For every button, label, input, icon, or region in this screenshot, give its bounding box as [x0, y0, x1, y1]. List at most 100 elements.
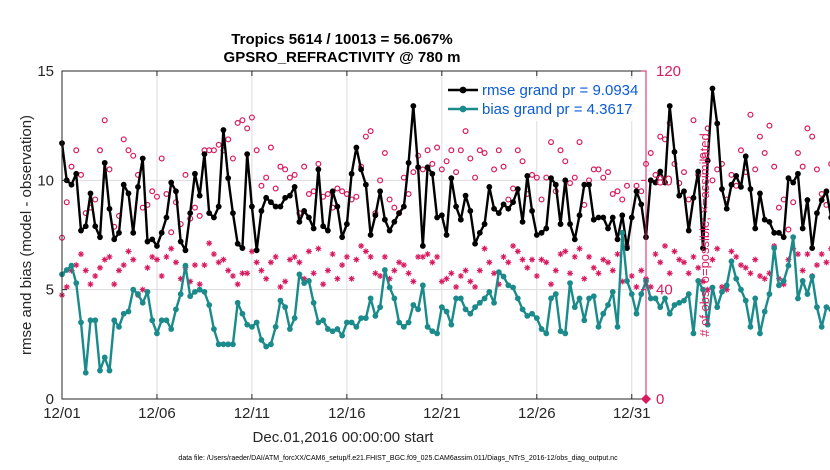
bias-point — [353, 323, 360, 330]
possible-obs-point — [790, 199, 797, 206]
assimilated-obs-point — [448, 270, 455, 277]
assimilated-obs-point — [756, 273, 763, 279]
possible-obs-point — [92, 196, 99, 203]
rmse-point — [723, 205, 730, 212]
bias-point — [576, 295, 583, 302]
bias-point — [187, 293, 194, 300]
assimilated-obs-point — [111, 281, 118, 288]
bias-point — [704, 321, 711, 328]
bias-point — [510, 284, 516, 291]
possible-obs-point — [766, 122, 773, 129]
possible-obs-point — [410, 169, 417, 176]
possible-obs-point — [562, 158, 569, 165]
assimilated-obs-point — [419, 253, 426, 260]
rmse-point — [400, 203, 407, 210]
rmse-point — [500, 201, 507, 208]
bias-point — [685, 291, 692, 297]
rmse-point — [135, 183, 141, 190]
assimilated-obs-point — [334, 275, 341, 282]
possible-obs-point — [756, 133, 763, 140]
assimilated-obs-point — [220, 256, 227, 263]
assimilated-obs-point — [614, 251, 621, 258]
rmse-point — [443, 232, 450, 238]
bias-point — [814, 304, 820, 311]
rmse-point — [529, 208, 535, 214]
bias-point — [177, 291, 184, 297]
assimilated-obs-point — [714, 245, 721, 252]
y-tick-label-right: 40 — [656, 282, 673, 299]
bias-point — [358, 315, 365, 321]
possible-obs-point — [680, 169, 687, 176]
possible-obs-point — [215, 141, 222, 148]
bias-point — [823, 304, 830, 311]
bias-point — [78, 319, 84, 326]
assimilated-obs-point — [699, 278, 706, 285]
rmse-point — [481, 221, 488, 227]
possible-obs-point — [96, 147, 103, 154]
bias-point — [590, 293, 597, 300]
assimilated-obs-point — [177, 275, 184, 282]
rmse-point — [429, 170, 436, 177]
bias-point — [529, 310, 535, 317]
y-tick-label-right: 0 — [656, 391, 664, 408]
bias-point — [120, 310, 127, 317]
bias-point — [548, 295, 554, 302]
possible-obs-point — [690, 117, 697, 124]
bias-point — [476, 299, 483, 306]
bias-point — [206, 302, 213, 308]
assimilated-obs-point — [386, 275, 393, 282]
assimilated-obs-point — [524, 264, 531, 271]
bias-point — [305, 278, 312, 284]
bias-point — [438, 304, 445, 311]
rmse-point — [738, 183, 744, 190]
rmse-point — [557, 221, 564, 227]
rmse-point — [476, 229, 483, 236]
assimilated-obs-point — [239, 270, 246, 277]
zero-obs-diamond-marker — [641, 394, 651, 404]
rmse-point — [595, 214, 602, 221]
rmse-point — [780, 234, 787, 241]
assimilated-obs-point — [329, 251, 336, 258]
possible-obs-point — [633, 182, 640, 189]
rmse-point — [652, 179, 659, 186]
bias-point — [738, 286, 744, 293]
bias-point — [225, 341, 232, 348]
assimilated-obs-point — [73, 262, 80, 269]
possible-obs-point — [419, 166, 426, 173]
rmse-point — [310, 225, 317, 232]
assimilated-obs-point — [690, 253, 697, 260]
possible-obs-point — [267, 144, 274, 151]
rmse-point — [814, 210, 820, 217]
rmse-point — [82, 223, 89, 230]
rmse-point — [116, 229, 122, 236]
bias-point — [173, 306, 179, 313]
bias-point — [581, 317, 588, 324]
rmse-point — [491, 205, 497, 212]
possible-obs-point — [600, 174, 607, 181]
possible-obs-point — [272, 185, 279, 192]
assimilated-obs-point — [424, 251, 431, 258]
assimilated-obs-point — [68, 267, 75, 274]
bias-point — [168, 326, 175, 332]
bias-point — [239, 310, 246, 317]
assimilated-obs-point — [533, 273, 540, 279]
bias-point — [790, 234, 797, 241]
y-tick-label-right: 80 — [656, 172, 673, 189]
rmse-point — [139, 155, 146, 162]
assimilated-obs-point — [267, 259, 274, 266]
assimilated-obs-point — [543, 259, 550, 266]
possible-obs-point — [286, 174, 293, 181]
assimilated-obs-point — [695, 264, 702, 271]
assimilated-obs-point — [286, 256, 293, 263]
rmse-point — [638, 201, 645, 208]
assimilated-obs-point — [315, 245, 322, 252]
possible-obs-point — [234, 119, 241, 126]
assimilated-obs-point — [396, 259, 403, 266]
rmse-point — [776, 229, 782, 236]
bias-point — [192, 288, 198, 295]
bias-point — [633, 310, 640, 317]
possible-obs-point — [557, 147, 564, 154]
possible-obs-point — [277, 163, 284, 170]
bias-point — [144, 288, 151, 295]
bias-point — [139, 299, 146, 306]
